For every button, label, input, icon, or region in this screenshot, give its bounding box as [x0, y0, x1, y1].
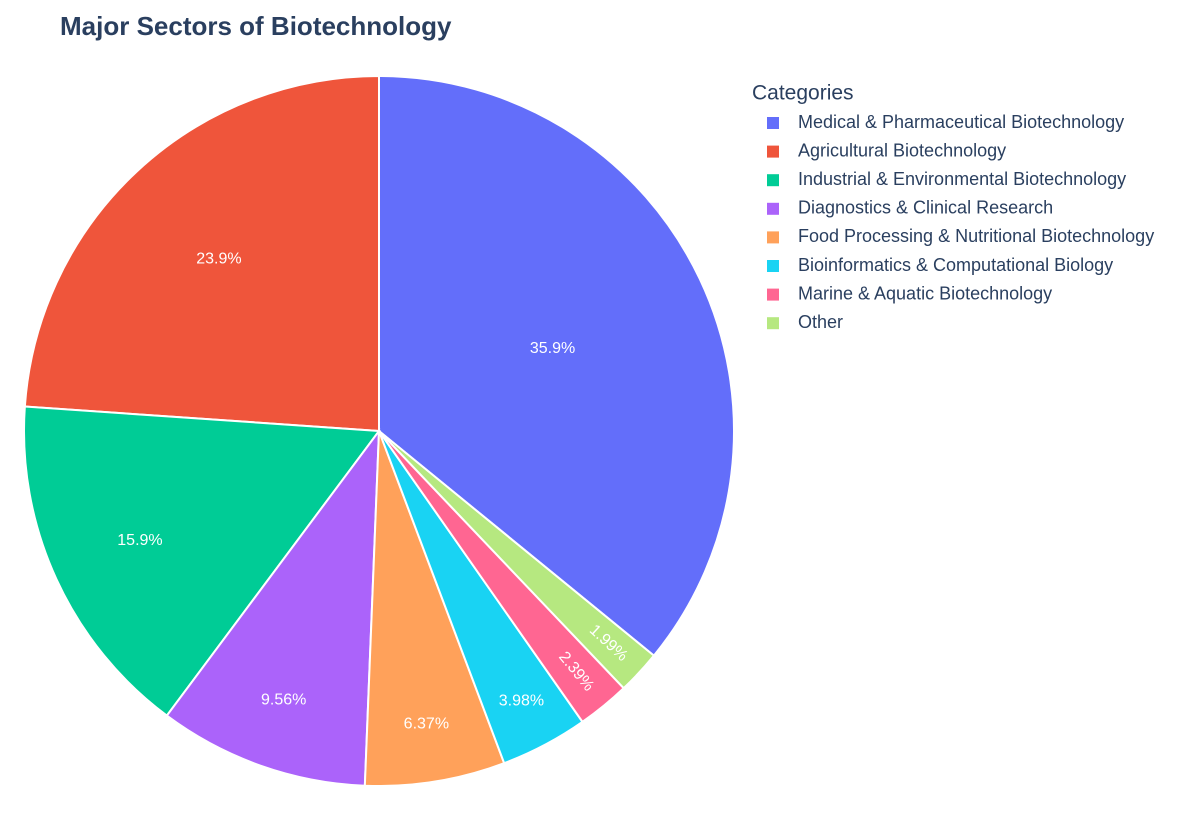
legend-swatch	[767, 288, 779, 301]
pie-slice	[23, 405, 381, 718]
legend-swatch	[767, 231, 779, 244]
legend-swatch	[767, 202, 779, 215]
legend-label: Bioinformatics & Computational Biology	[798, 255, 1113, 275]
pie-slice	[165, 427, 381, 787]
slice-label: 23.9%	[196, 251, 241, 268]
chart-title: Major Sectors of Biotechnology	[60, 11, 452, 41]
pie-slice	[23, 74, 380, 433]
legend-label: Agricultural Biotechnology	[798, 140, 1006, 160]
legend-label: Marine & Aquatic Biotechnology	[798, 283, 1052, 303]
slice-label: 9.56%	[261, 691, 306, 708]
legend-swatch	[767, 145, 779, 158]
legend-swatch	[767, 174, 779, 187]
slice-label: 35.9%	[530, 340, 575, 357]
legend-swatch	[767, 260, 779, 272]
slice-label: 15.9%	[117, 532, 162, 549]
slice-label: 6.37%	[404, 715, 449, 732]
slice-label: 3.98%	[499, 692, 544, 709]
legend-swatch	[767, 117, 779, 129]
legend-title: Categories	[752, 82, 854, 105]
pie-slice	[378, 74, 735, 658]
legend-swatch	[767, 317, 779, 330]
legend-label: Medical & Pharmaceutical Biotechnology	[798, 112, 1124, 132]
legend-label: Industrial & Environmental Biotechnology	[798, 169, 1126, 189]
pie-slice	[378, 430, 656, 690]
legend-label: Food Processing & Nutritional Biotechnol…	[798, 226, 1154, 246]
legend-label: Other	[798, 312, 843, 332]
pie-slice	[363, 430, 506, 787]
legend-label: Diagnostics & Clinical Research	[798, 198, 1053, 218]
